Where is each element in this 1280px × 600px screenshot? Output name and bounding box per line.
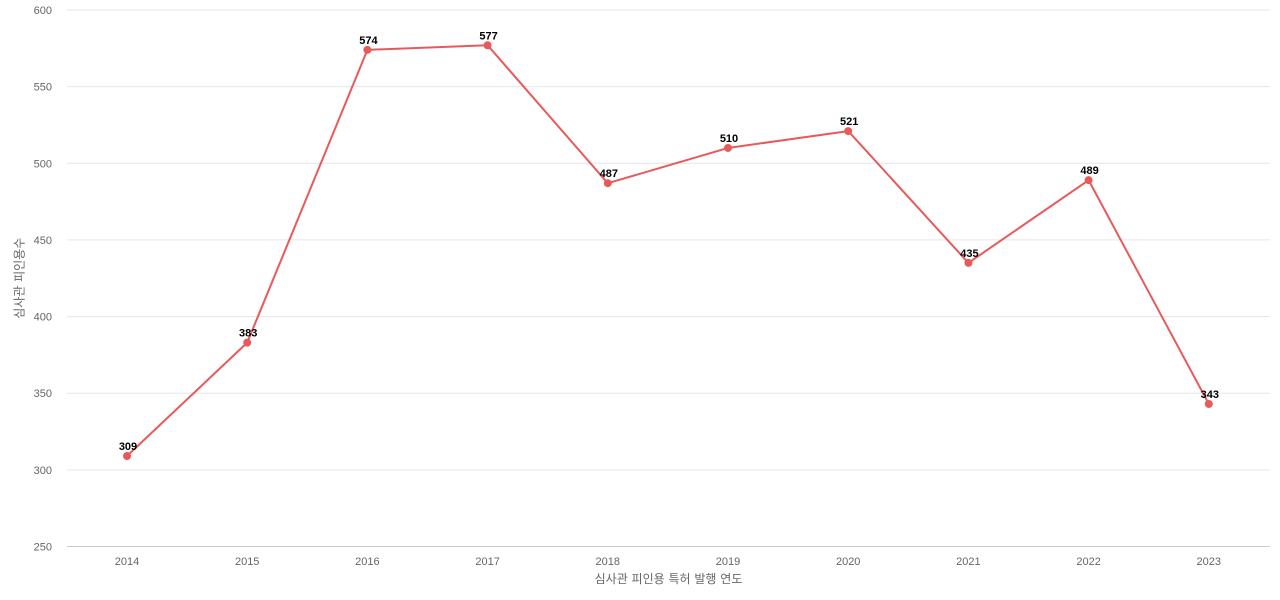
data-point[interactable] [1204,399,1213,408]
y-tick-label: 550 [34,82,52,94]
data-label: 510 [720,133,738,145]
data-label: 577 [479,30,497,42]
data-label: 574 [359,35,378,47]
x-tick-label: 2014 [115,556,139,568]
data-label: 309 [119,441,137,453]
y-axis-title: 심사관 피인용수 [13,238,27,319]
x-tick-label: 2022 [1076,556,1100,568]
y-tick-label: 600 [34,5,52,17]
data-point[interactable] [964,258,973,267]
x-tick-label: 2023 [1197,556,1221,568]
x-axis-title: 심사관 피인용 특허 발행 연도 [595,571,743,586]
x-tick-label: 2018 [596,556,620,568]
x-tick-label: 2019 [716,556,740,568]
data-point[interactable] [363,45,372,54]
x-tick-label: 2015 [235,556,259,568]
data-label: 343 [1201,389,1219,401]
data-point[interactable] [844,127,853,136]
y-tick-label: 500 [34,158,52,170]
x-tick-label: 2016 [355,556,379,568]
series-layer [123,41,1213,461]
data-labels: 309 383 574 577 487 510 521 435 489 343 [119,30,1219,453]
y-tick-label: 250 [34,542,52,554]
y-tick-label: 350 [34,388,52,400]
y-tick-label: 400 [34,312,52,324]
y-tick-label: 450 [34,235,52,247]
data-label: 487 [600,168,618,180]
data-point[interactable] [1084,176,1093,185]
data-label: 435 [960,248,978,260]
data-point[interactable] [724,143,732,152]
data-label: 521 [840,116,858,128]
x-axis-ticks: 2014 2015 2016 2017 2018 2019 2020 2021 2022 2023 [115,556,1221,568]
grid-lines [67,9,1270,547]
data-point[interactable] [243,338,252,347]
data-point[interactable] [603,179,612,188]
data-point[interactable] [483,41,492,50]
x-tick-label: 2020 [836,556,860,568]
data-label: 383 [239,328,257,340]
y-axis-ticks: 250 300 350 400 450 500 550 600 [34,5,52,554]
x-tick-label: 2017 [475,556,499,568]
data-label: 489 [1080,165,1098,177]
series-line [126,44,1210,457]
y-tick-label: 300 [34,465,52,477]
data-point[interactable] [123,452,131,461]
x-tick-label: 2021 [956,556,980,568]
